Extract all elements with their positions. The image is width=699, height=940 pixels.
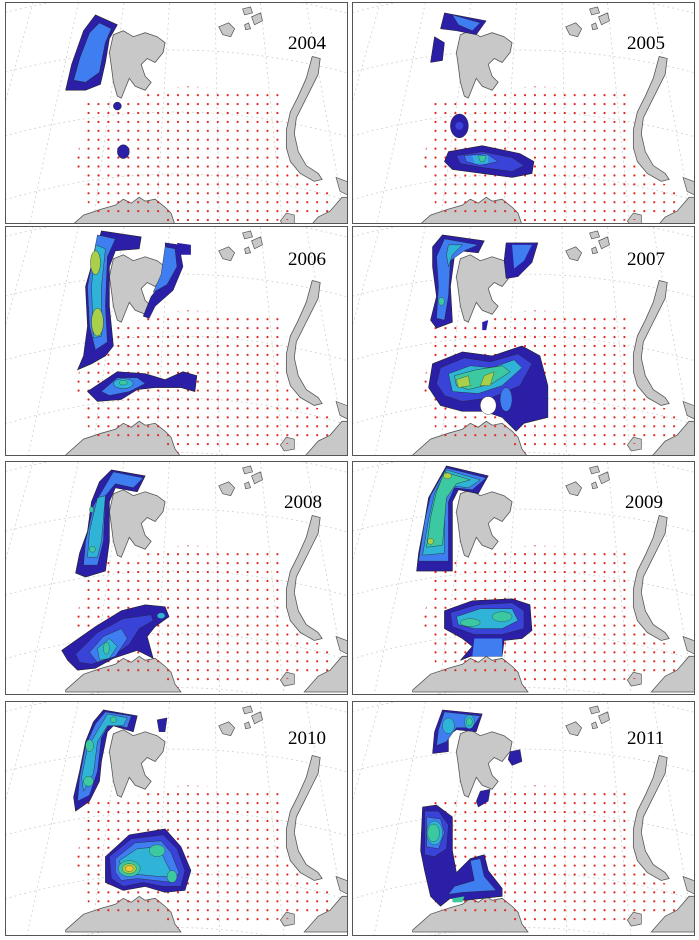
map-2008 — [6, 462, 347, 694]
year-label: 2006 — [288, 249, 326, 270]
map-panel-2009: 2009 — [352, 461, 695, 695]
map-panel-2006: 2006 — [5, 226, 348, 456]
map-2006 — [6, 227, 347, 455]
year-label: 2005 — [627, 33, 665, 54]
map-panel-2010: 2010 — [5, 701, 348, 936]
year-label: 2010 — [288, 728, 326, 749]
map-2004 — [6, 3, 347, 223]
map-2011 — [353, 702, 694, 935]
map-2005 — [353, 3, 694, 223]
year-label: 2009 — [625, 492, 663, 513]
map-panel-2011: 2011 — [352, 701, 695, 936]
map-panel-2005: 2005 — [352, 2, 695, 224]
map-2009 — [353, 462, 694, 694]
year-label: 2008 — [284, 492, 322, 513]
map-panel-2007: 2007 — [352, 226, 695, 456]
map-panel-2004: 2004 — [5, 2, 348, 224]
map-2007 — [353, 227, 694, 455]
year-label: 2011 — [627, 728, 665, 749]
year-label: 2007 — [627, 249, 665, 270]
map-panel-2008: 2008 — [5, 461, 348, 695]
map-2010 — [6, 702, 347, 935]
year-label: 2004 — [288, 33, 326, 54]
